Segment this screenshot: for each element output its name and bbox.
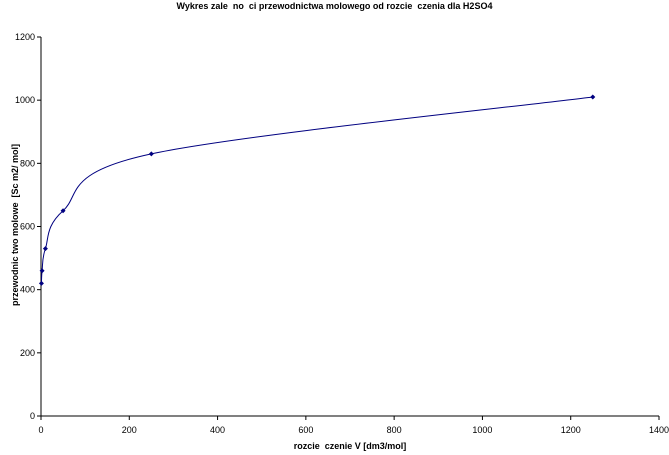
ticks: 0 200 400 600 800 1000 1200 0 200 400 600 800 1000 12… [15,32,669,435]
y-axis-title: przewodnic two molowe [Sc m2/ mol] [10,143,20,307]
data-point [42,246,48,252]
x-axis-title: rozcie czenie V [dm3/mol] [293,441,407,451]
chart-title: Wykres zale no ci przewodnictwa molowego… [176,1,493,11]
axes [40,37,659,417]
y-tick-label: 1000 [15,95,35,105]
data-point [38,280,44,286]
data-point [148,151,154,157]
y-tick-label: 600 [20,222,35,232]
x-tick-label: 600 [298,425,313,435]
data-point [60,208,66,214]
data-points [38,94,596,286]
x-tick-label: 400 [210,425,225,435]
x-tick-label: 1400 [649,425,669,435]
series-line [40,96,593,284]
y-tick-label: 200 [20,348,35,358]
y-tick-label: 0 [30,411,35,421]
x-tick-label: 0 [38,425,43,435]
y-tick-label: 800 [20,158,35,168]
x-tick-label: 800 [387,425,402,435]
x-tick-label: 1200 [561,425,581,435]
y-tick-label: 1200 [15,32,35,42]
x-tick-label: 200 [122,425,137,435]
data-point [590,94,596,100]
y-tick-label: 400 [20,285,35,295]
data-point [39,268,45,274]
x-tick-label: 1000 [472,425,492,435]
